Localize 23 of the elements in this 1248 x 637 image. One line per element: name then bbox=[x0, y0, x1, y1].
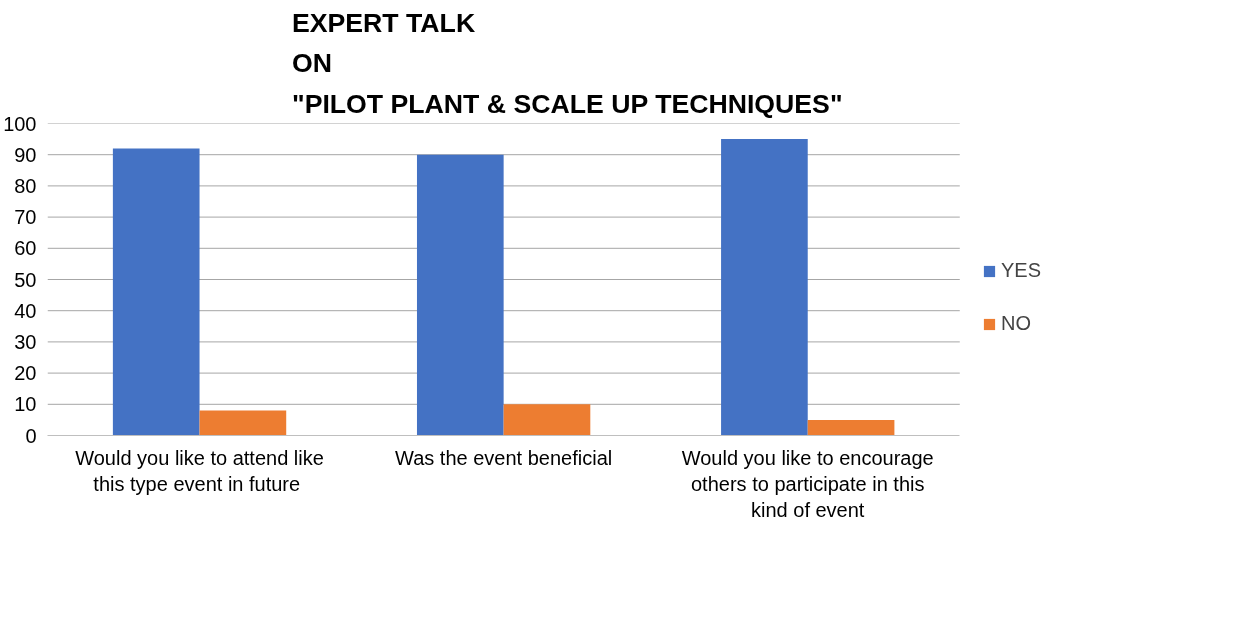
y-tick-label: 20 bbox=[14, 362, 37, 385]
y-tick-label: 30 bbox=[14, 330, 37, 353]
y-tick-label: 10 bbox=[14, 393, 37, 416]
legend-label: NO bbox=[1001, 312, 1031, 335]
bar bbox=[807, 419, 895, 436]
bar bbox=[721, 139, 808, 436]
y-tick-label: 90 bbox=[14, 143, 37, 166]
x-tick-label: Was the event beneficial bbox=[395, 446, 613, 469]
legend-label: YES bbox=[1001, 259, 1042, 282]
y-tick-label: 80 bbox=[14, 174, 37, 197]
bar bbox=[112, 148, 200, 436]
bar bbox=[199, 410, 287, 436]
y-tick-label: 0 bbox=[25, 424, 37, 447]
x-tick-label: Would you like to attend like this type event in future bbox=[75, 446, 324, 495]
y-tick-label: 100 bbox=[3, 112, 37, 135]
y-tick-label: 70 bbox=[14, 206, 37, 229]
bar bbox=[503, 404, 591, 436]
y-tick-label: 50 bbox=[14, 268, 37, 291]
chart-title: EXPERT TALK ON "PILOT PLANT & SCALE UP TECHNIQUES" bbox=[291, 7, 843, 119]
x-tick-label: Would you like to encourage others to participate in this kind of event bbox=[681, 446, 934, 522]
y-tick-label: 60 bbox=[14, 237, 37, 260]
bar bbox=[416, 154, 504, 436]
y-tick-label: 40 bbox=[14, 299, 37, 322]
